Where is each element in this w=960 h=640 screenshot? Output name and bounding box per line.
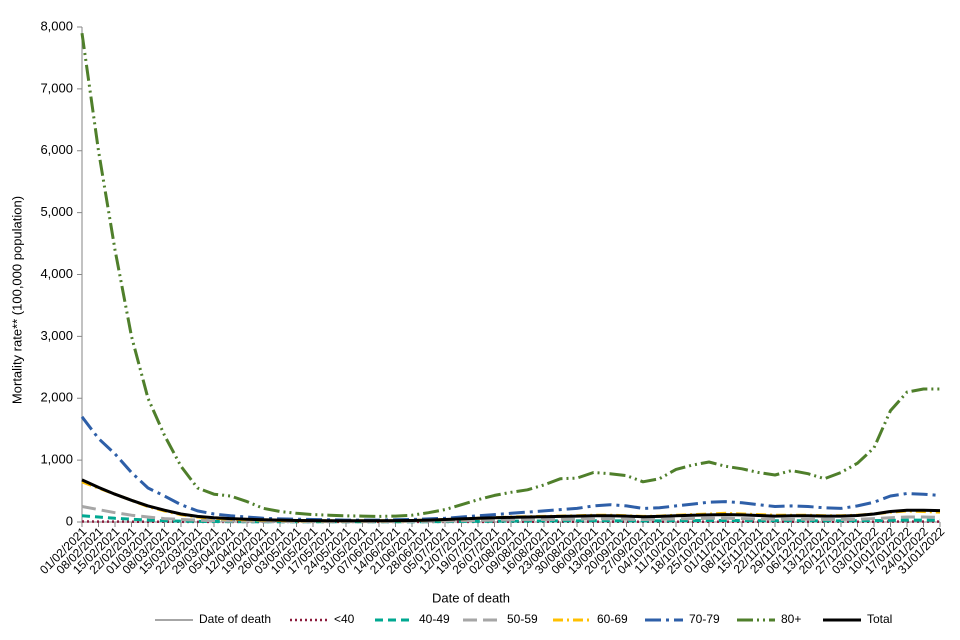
x-axis-label: Date of death bbox=[432, 590, 510, 605]
legend-label: 80+ bbox=[781, 612, 801, 626]
legend-label: 50-59 bbox=[507, 612, 538, 626]
y-tick-label: 7,000 bbox=[40, 80, 73, 95]
y-tick-label: 1,000 bbox=[40, 452, 73, 467]
series-line bbox=[81, 505, 941, 524]
series-line bbox=[80, 32, 940, 518]
y-tick-label: 6,000 bbox=[40, 142, 73, 157]
series-line bbox=[81, 478, 941, 523]
y-axis-label: Mortality rate** (100,000 population) bbox=[9, 196, 24, 404]
legend-label: <40 bbox=[334, 612, 355, 626]
legend-label: 40-49 bbox=[419, 612, 450, 626]
y-tick-label: 2,000 bbox=[40, 390, 73, 405]
series-line bbox=[80, 415, 941, 522]
y-tick-label: 3,000 bbox=[40, 328, 73, 343]
legend-label: Date of death bbox=[199, 612, 271, 626]
legend-label: 60-69 bbox=[597, 612, 628, 626]
y-tick-label: 4,000 bbox=[40, 266, 73, 281]
y-tick-label: 5,000 bbox=[40, 204, 73, 219]
y-tick-label: 0 bbox=[66, 513, 73, 528]
y-tick-label: 8,000 bbox=[40, 18, 73, 33]
legend-label: Total bbox=[867, 612, 892, 626]
legend-label: 70-79 bbox=[689, 612, 720, 626]
